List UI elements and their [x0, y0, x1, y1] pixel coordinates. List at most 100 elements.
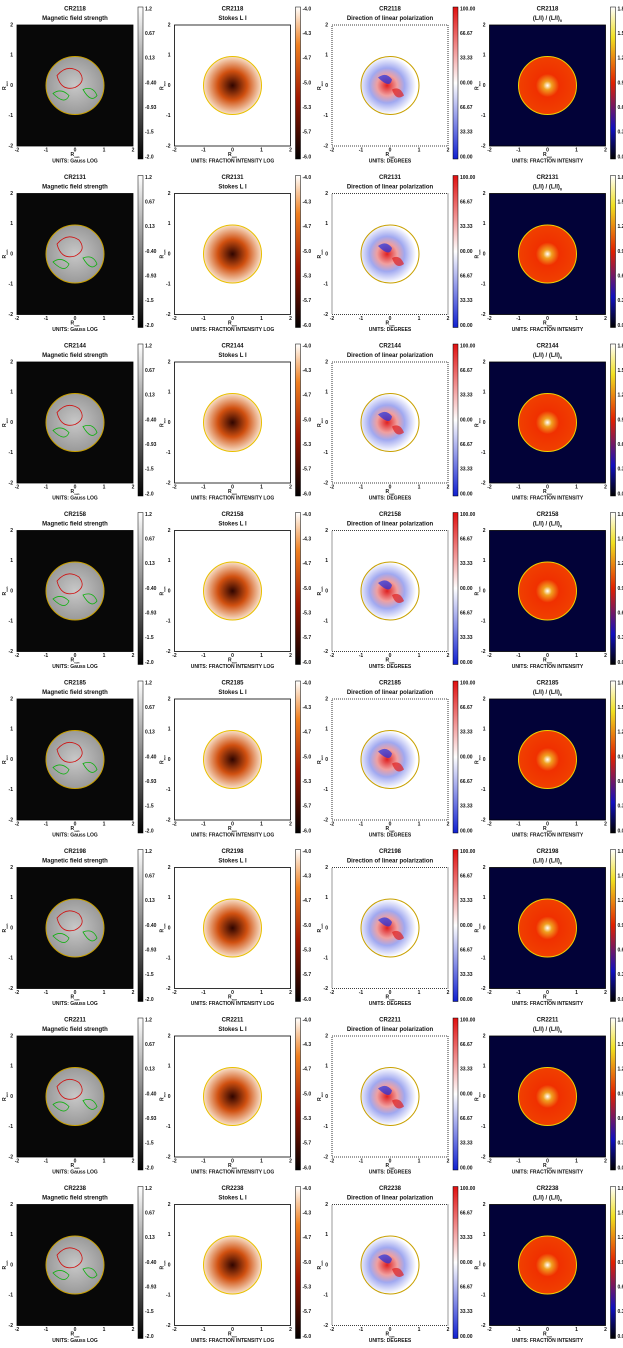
colorbar-tick-label: 00.00: [460, 997, 473, 1003]
y-tick-label: 2: [168, 696, 171, 702]
y-tick-label: 2: [10, 1202, 13, 1208]
x-tick-label: 2: [289, 990, 292, 996]
x-tick-label: -2: [487, 990, 492, 996]
colorbar-tick-label: 0.90: [618, 249, 623, 255]
axis-label-sub: sun: [477, 418, 481, 424]
colorbar-tick-label: 66.67: [460, 442, 473, 448]
colorbar-tick-label: 00.00: [460, 586, 473, 592]
colorbar-tick-label: 00.00: [460, 154, 473, 160]
colorbar-tick-label: 0.13: [145, 224, 155, 230]
colorbar-tick-label: 0.60: [618, 779, 623, 785]
y-tick-label: 2: [483, 191, 486, 197]
panel-title: Direction of linear polarization: [347, 521, 434, 527]
panel-cr: CR2198: [64, 849, 87, 855]
units-label: UNITS: FRACTION INTENSITY: [512, 495, 584, 501]
x-tick-label: 2: [132, 484, 135, 490]
panel-title: Direction of linear polarization: [347, 690, 434, 696]
x-tick-label: -1: [516, 653, 521, 659]
x-tick-label: 1: [103, 653, 106, 659]
x-tick-label: 2: [447, 484, 450, 490]
x-tick-label: -2: [330, 316, 335, 322]
colorbar: [611, 176, 616, 328]
x-tick-label: -2: [15, 484, 20, 490]
colorbar-tick-label: -5.3: [303, 1116, 312, 1122]
y-tick-label: 2: [168, 865, 171, 871]
panel-title-main: Direction of linear polarization: [347, 858, 434, 864]
y-tick-label: -2: [324, 986, 329, 992]
colorbar-tick-label: -4.7: [303, 393, 312, 399]
panel-title-main: (L/I) / (L/I): [533, 1195, 560, 1201]
colorbar-tick-label: 0.67: [145, 368, 155, 374]
units-label: UNITS: FRACTION INTENSITY LOG: [191, 1338, 275, 1344]
colorbar: [296, 176, 301, 328]
y-tick-label: 2: [325, 1202, 328, 1208]
sun-disk: [204, 57, 262, 115]
colorbar-tick-label: 33.33: [460, 561, 473, 567]
y-tick-label: -1: [324, 619, 329, 625]
units-label: UNITS: Gauss LOG: [52, 1001, 98, 1007]
colorbar-tick-label: 0.30: [618, 804, 623, 810]
colorbar-tick-label: 0.13: [145, 898, 155, 904]
y-tick-label: -1: [324, 1124, 329, 1130]
colorbar-tick-label: 0.30: [618, 635, 623, 641]
x-tick-label: 1: [418, 484, 421, 490]
colorbar-tick-label: 0.60: [618, 273, 623, 279]
panel-cr: CR2158: [64, 512, 87, 518]
x-tick-label: 1: [418, 653, 421, 659]
colorbar-tick-label: 33.33: [460, 804, 473, 810]
units-label: UNITS: FRACTION INTENSITY LOG: [191, 664, 275, 670]
y-tick-label: -2: [166, 817, 171, 823]
panel-title: Stokes L I: [218, 521, 247, 527]
colorbar-tick-label: -2.0: [145, 1334, 154, 1340]
colorbar: [138, 850, 143, 1002]
colorbar-tick-label: 100.00: [460, 849, 476, 855]
panel-title-main: Stokes L I: [218, 1195, 247, 1201]
units-label: UNITS: Gauss LOG: [52, 1338, 98, 1344]
colorbar-tick-label: -1.5: [145, 1141, 154, 1147]
colorbar-tick-label: -1.5: [145, 635, 154, 641]
x-tick-label: -2: [172, 653, 177, 659]
panel-title-main: Direction of linear polarization: [347, 184, 434, 190]
x-tick-label: 2: [289, 484, 292, 490]
x-tick-label: 1: [260, 1158, 263, 1164]
colorbar-tick-label: 0.30: [618, 298, 623, 304]
y-axis-label: Rsun: [475, 1092, 481, 1101]
colorbar-tick-label: 1.80: [618, 175, 623, 181]
y-tick-label: 1: [168, 53, 171, 59]
y-tick-label: 0: [325, 83, 328, 89]
x-tick-label: 1: [103, 484, 106, 490]
sun-disk: [204, 394, 262, 452]
colorbar-tick-label: 0.60: [618, 105, 623, 111]
y-tick-label: -1: [166, 113, 171, 119]
colorbar-tick-label: 0.13: [145, 561, 155, 567]
axis-label-sub: sun: [477, 1260, 481, 1266]
colorbar-tick-label: 0.00: [618, 1334, 623, 1340]
panel-cr: CR2238: [379, 1186, 402, 1192]
axis-label-sub: sun: [162, 81, 166, 87]
panel-title-main: Direction of linear polarization: [347, 16, 434, 22]
y-tick-label: -1: [324, 787, 329, 793]
x-tick-label: 1: [575, 1327, 578, 1333]
colorbar-tick-label: 1.20: [618, 1235, 623, 1241]
colorbar-tick-label: -5.0: [303, 249, 312, 255]
x-tick-label: -2: [172, 821, 177, 827]
panel-cr: CR2185: [379, 681, 402, 687]
colorbar: [296, 513, 301, 665]
colorbar-tick-label: -6.0: [303, 491, 312, 497]
colorbar-tick-label: 1.20: [618, 730, 623, 736]
colorbar-tick-label: 66.67: [460, 199, 473, 205]
axis-label-sub: sun: [5, 249, 9, 255]
y-tick-label: 1: [483, 1232, 486, 1238]
colorbar: [453, 1187, 458, 1339]
sun-disk: [46, 394, 104, 452]
colorbar: [138, 7, 143, 159]
axis-label-sub: sun: [320, 1260, 324, 1266]
colorbar-tick-label: 1.2: [145, 175, 152, 181]
y-tick-label: -1: [9, 956, 14, 962]
x-tick-label: 1: [260, 484, 263, 490]
y-axis-label: Rsun: [475, 1260, 481, 1269]
axis-label-sub: sun: [5, 1260, 9, 1266]
units-label: UNITS: DEGREES: [369, 1338, 412, 1344]
panel-title: (L/I) / (L/I)0: [533, 1027, 563, 1034]
units-label: UNITS: FRACTION INTENSITY LOG: [191, 1169, 275, 1175]
